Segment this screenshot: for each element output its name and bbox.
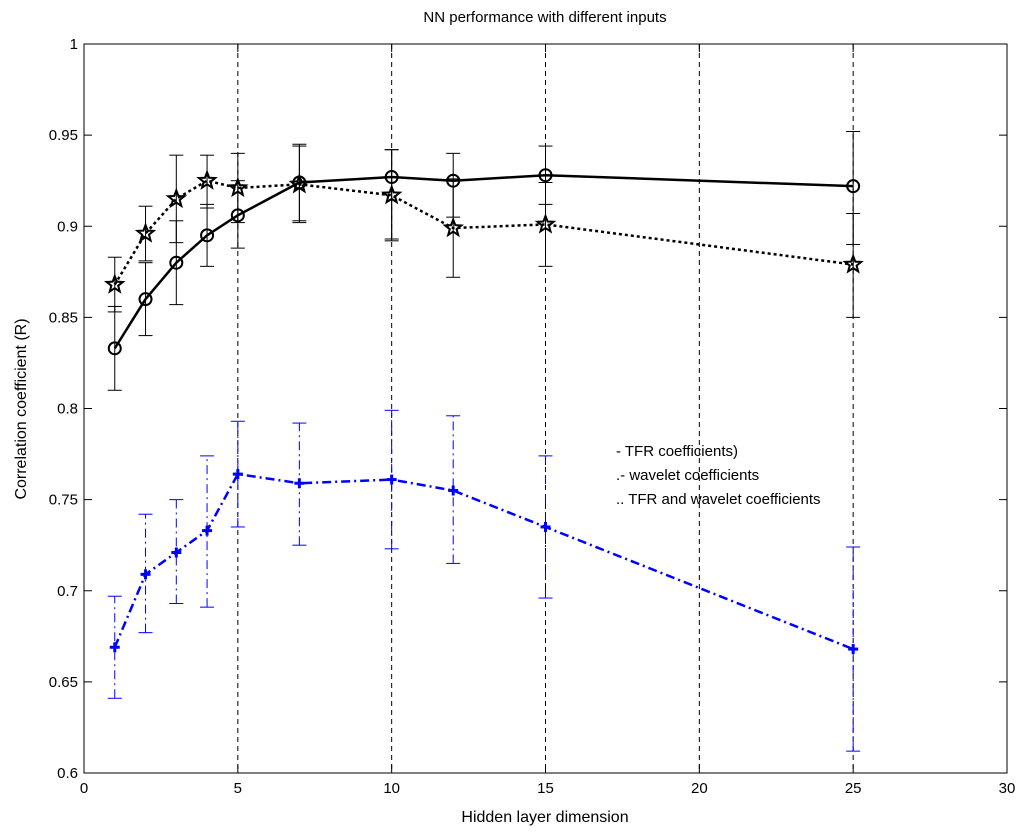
series-line [113, 179, 854, 286]
error-bar [230, 152, 245, 224]
data-point-star [534, 213, 557, 234]
error-bar [846, 212, 861, 318]
data-point-circle [138, 292, 153, 307]
error-bar [384, 409, 399, 550]
data-point-star [103, 273, 126, 294]
y-tick-label: 0.65 [49, 674, 78, 691]
y-tick-label: 0.9 [57, 218, 78, 235]
x-axis-ticks: 0 5 10 15 20 25 30 [80, 44, 1016, 797]
y-tick-label: 0.8 [57, 401, 78, 418]
x-tick-label: 15 [537, 780, 554, 797]
data-point-circle [169, 255, 184, 270]
series-2 [103, 145, 864, 318]
error-bar [169, 154, 184, 244]
data-point-star [227, 176, 249, 198]
data-point-star [380, 183, 403, 205]
error-bar [138, 205, 153, 262]
annotation-line-3: .. TFR and wavelet coefficients [616, 491, 821, 508]
data-point-plus [448, 485, 459, 496]
data-point-circle [538, 168, 553, 183]
x-tick-label: 20 [691, 780, 708, 797]
y-tick-label: 0.95 [49, 127, 78, 144]
error-bar [200, 455, 215, 608]
y-tick-label: 1 [70, 36, 78, 53]
data-point-plus [540, 521, 551, 532]
x-tick-label: 0 [80, 780, 88, 797]
data-point-circle [200, 228, 215, 243]
annotation: - TFR coefficients) .- wavelet coefficie… [616, 443, 821, 508]
y-tick-label: 0.6 [57, 765, 78, 782]
data-point-plus [848, 644, 859, 655]
data-point-plus [294, 478, 305, 489]
data-point-star [134, 222, 157, 243]
series-layer [103, 130, 864, 752]
series-line [113, 472, 854, 651]
data-point-plus [232, 469, 243, 480]
y-axis-label: Correlation coefficient (R) [13, 318, 30, 499]
x-axis-label: Hidden layer dimension [461, 809, 628, 826]
data-point-circle [107, 341, 122, 356]
data-point-star [442, 216, 464, 238]
series-1 [107, 130, 861, 391]
chart-title: NN performance with different inputs [423, 9, 666, 26]
y-axis-ticks: 0.6 0.65 0.7 0.75 0.8 0.85 0.9 0.95 1 [49, 36, 1007, 782]
data-point-plus [171, 547, 182, 558]
y-tick-label: 0.85 [49, 309, 78, 326]
data-point-plus [109, 642, 120, 653]
annotation-line-2: .- wavelet coefficients [616, 467, 759, 484]
annotation-line-1: - TFR coefficients) [616, 443, 738, 460]
series-3 [107, 409, 861, 752]
x-tick-label: 5 [234, 780, 242, 797]
x-tick-label: 10 [383, 780, 400, 797]
data-point-star [842, 253, 864, 274]
data-point-plus [202, 525, 213, 536]
data-point-plus [386, 474, 397, 485]
error-bar [538, 182, 553, 267]
error-bar [384, 149, 399, 242]
data-point-star [165, 187, 188, 209]
series-line [113, 173, 854, 350]
data-point-star [196, 169, 218, 190]
error-bar [107, 256, 122, 313]
vertical-reference-lines [237, 44, 1008, 773]
data-point-star [288, 173, 311, 194]
data-point-plus [140, 569, 151, 580]
error-bar [200, 154, 215, 209]
error-bar [446, 415, 461, 564]
x-tick-label: 25 [845, 780, 862, 797]
y-tick-label: 0.75 [49, 492, 78, 509]
data-point-circle [846, 179, 861, 194]
y-tick-label: 0.7 [57, 583, 78, 600]
x-tick-label: 30 [999, 780, 1016, 797]
